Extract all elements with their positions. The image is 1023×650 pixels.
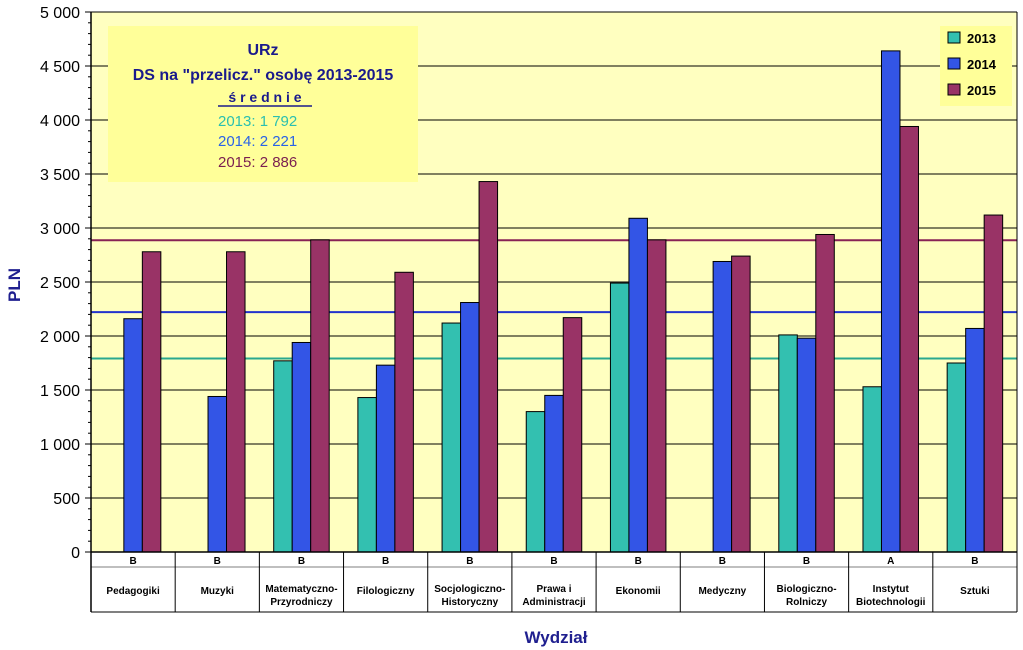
y-tick-label: 3 500 bbox=[40, 167, 80, 184]
annotation-subtitle: DS na "przelicz." osobę 2013-2015 bbox=[133, 67, 394, 84]
category-label: Filologiczny bbox=[357, 586, 415, 597]
legend-label-2015: 2015 bbox=[967, 83, 996, 98]
bar-2014 bbox=[207, 395, 228, 553]
bar-2014 bbox=[460, 302, 480, 553]
group-label: A bbox=[887, 556, 894, 567]
category-label: Biologiczno- bbox=[777, 584, 837, 595]
category-label: Biotechnologii bbox=[856, 597, 926, 608]
group-label: B bbox=[466, 556, 473, 567]
bar-2015 bbox=[899, 125, 919, 553]
bar-2013 bbox=[862, 386, 882, 553]
bar-2014 bbox=[544, 394, 564, 553]
legend-label-2013: 2013 bbox=[967, 31, 996, 46]
bars bbox=[123, 50, 1004, 553]
y-tick-label: 0 bbox=[71, 545, 80, 562]
legend-label-2014: 2014 bbox=[967, 57, 997, 72]
bar-2015 bbox=[226, 251, 246, 553]
bar-2015 bbox=[983, 214, 1004, 553]
category-label: Pedagogiki bbox=[106, 586, 160, 597]
annotation-avg-2015: 2015: 2 886 bbox=[218, 154, 297, 171]
group-label: B bbox=[971, 556, 978, 567]
y-tick-label: 4 000 bbox=[40, 113, 80, 130]
bar-2015 bbox=[562, 317, 583, 553]
category-label: Muzyki bbox=[201, 586, 235, 597]
bar-2014 bbox=[712, 260, 733, 553]
group-label: B bbox=[719, 556, 726, 567]
group-label: B bbox=[803, 556, 810, 567]
bar-2015 bbox=[646, 239, 667, 553]
group-label: B bbox=[550, 556, 557, 567]
y-tick-label: 2 000 bbox=[40, 329, 80, 346]
bar-2014 bbox=[123, 318, 143, 553]
bar-2013 bbox=[357, 397, 377, 553]
bar-2013 bbox=[609, 282, 630, 553]
bar-2014 bbox=[796, 337, 817, 553]
bar-2015 bbox=[815, 233, 835, 553]
category-table: B Pedagogiki B Muzyki B Matematyczno- Przyrodn… bbox=[106, 552, 990, 612]
category-label: Prawa i bbox=[536, 584, 571, 595]
category-label: Matematyczno- bbox=[265, 584, 337, 595]
averages-annotation-box: URz DS na "przelicz." osobę 2013-2015 ś … bbox=[108, 26, 418, 182]
bar-2015 bbox=[731, 255, 751, 553]
bar-2014 bbox=[880, 50, 901, 553]
legend-swatch-2014 bbox=[947, 57, 961, 70]
bar-2015 bbox=[394, 271, 414, 553]
category-label: Ekonomii bbox=[616, 586, 661, 597]
category-label: Instytut bbox=[873, 584, 910, 595]
axes bbox=[90, 11, 1018, 613]
category-label: Administracji bbox=[522, 597, 586, 608]
annotation-background bbox=[108, 26, 418, 182]
bar-2013 bbox=[273, 360, 293, 553]
y-tick-label: 500 bbox=[53, 491, 80, 508]
category-label: Rolniczy bbox=[786, 597, 828, 608]
y-tick-label: 2 500 bbox=[40, 275, 80, 292]
legend-swatch-2013 bbox=[947, 31, 961, 44]
category-label: Przyrodniczy bbox=[270, 597, 333, 608]
bar-2015 bbox=[310, 239, 330, 553]
legend-swatch-2015 bbox=[947, 83, 961, 96]
y-axis-title: PLN bbox=[5, 268, 24, 302]
bar-2014 bbox=[375, 364, 396, 553]
category-label: Medyczny bbox=[698, 586, 746, 597]
group-label: B bbox=[129, 556, 136, 567]
group-label: B bbox=[298, 556, 305, 567]
annotation-heading: ś r e d n i e bbox=[228, 89, 301, 105]
y-tick-label: 4 500 bbox=[40, 59, 80, 76]
bar-2013 bbox=[946, 362, 967, 553]
y-tick-label: 1 500 bbox=[40, 383, 80, 400]
category-label: Socjologiczno- bbox=[434, 584, 505, 595]
y-tick-label: 1 000 bbox=[40, 437, 80, 454]
bar-2014 bbox=[628, 217, 648, 553]
annotation-avg-2013: 2013: 1 792 bbox=[218, 113, 297, 130]
bar-2013 bbox=[778, 334, 798, 553]
category-label: Historyczny bbox=[441, 597, 498, 608]
bar-2015 bbox=[141, 251, 162, 553]
bar-2014 bbox=[291, 341, 312, 553]
bar-2015 bbox=[478, 181, 499, 553]
x-axis-title: Wydział bbox=[525, 628, 588, 647]
group-label: B bbox=[635, 556, 642, 567]
legend: 2013 2014 2015 bbox=[940, 26, 1012, 106]
category-label: Sztuki bbox=[960, 586, 990, 597]
y-tick-label: 5 000 bbox=[40, 5, 80, 22]
group-label: B bbox=[382, 556, 389, 567]
y-tick-label: 3 000 bbox=[40, 221, 80, 238]
group-label: B bbox=[214, 556, 221, 567]
annotation-title: URz bbox=[247, 42, 278, 59]
bar-2013 bbox=[441, 322, 462, 553]
bar-2014 bbox=[965, 327, 985, 553]
annotation-avg-2014: 2014: 2 221 bbox=[218, 133, 297, 150]
y-tick-labels: 0 500 1 000 1 500 2 000 2 500 3 000 3 500 4 000 4… bbox=[40, 5, 80, 562]
bar-2013 bbox=[525, 411, 546, 553]
